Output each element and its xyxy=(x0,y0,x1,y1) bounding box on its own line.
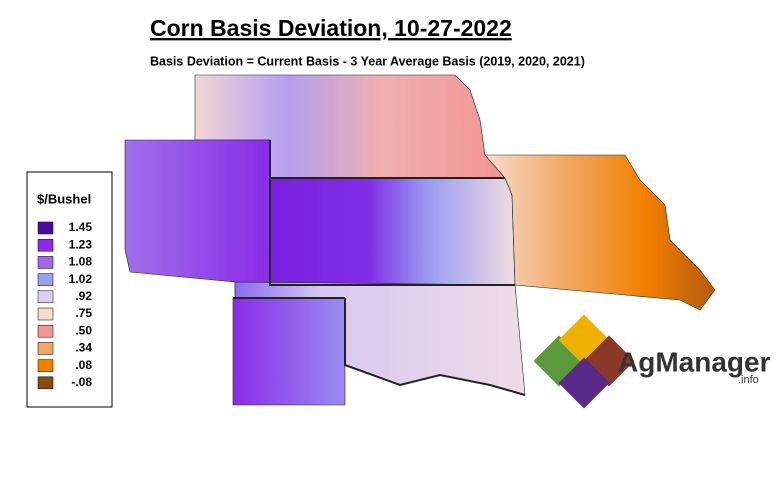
legend-swatch xyxy=(37,324,54,338)
legend-label: 1.02 xyxy=(69,272,93,286)
legend-swatch xyxy=(37,342,54,355)
legend-label: .75 xyxy=(75,306,92,320)
legend-label: -.08 xyxy=(71,375,92,389)
state-borders xyxy=(269,140,515,286)
legend-swatch xyxy=(37,256,54,269)
legend-items: 1.45 1.23 1.08 1.02 .92 .75 .50 .34 .08 -.08 xyxy=(37,220,93,390)
logo: AgManager .info xyxy=(533,314,771,409)
legend-swatch xyxy=(37,221,54,235)
legend-label: 1.45 xyxy=(69,220,93,234)
texas-panhandle xyxy=(232,297,346,406)
legend-swatch xyxy=(37,290,54,304)
kansas xyxy=(269,177,516,286)
legend-swatch xyxy=(37,273,54,286)
legend-swatch xyxy=(37,359,54,372)
legend-label: 1.08 xyxy=(69,255,93,269)
state-borders xyxy=(344,298,526,396)
logo-diamond xyxy=(558,357,610,409)
legend-label: .08 xyxy=(75,358,92,372)
map xyxy=(124,74,716,406)
legend-label: .50 xyxy=(75,323,92,337)
legend-title: $/Bushel xyxy=(37,191,91,206)
legend-swatch xyxy=(37,238,54,252)
legend-swatch xyxy=(37,376,54,390)
missouri xyxy=(484,154,716,311)
legend-label: .92 xyxy=(75,289,92,303)
colorado-east xyxy=(124,139,271,296)
logo-suffix: .info xyxy=(738,374,759,386)
logo-name: AgManager xyxy=(618,346,771,377)
legend-label: .34 xyxy=(75,341,92,355)
legend-label: 1.23 xyxy=(69,237,93,251)
title: Corn Basis Deviation, 10-27-2022 xyxy=(150,15,512,41)
legend-swatch xyxy=(37,307,54,321)
subtitle: Basis Deviation = Current Basis - 3 Year… xyxy=(150,54,585,68)
